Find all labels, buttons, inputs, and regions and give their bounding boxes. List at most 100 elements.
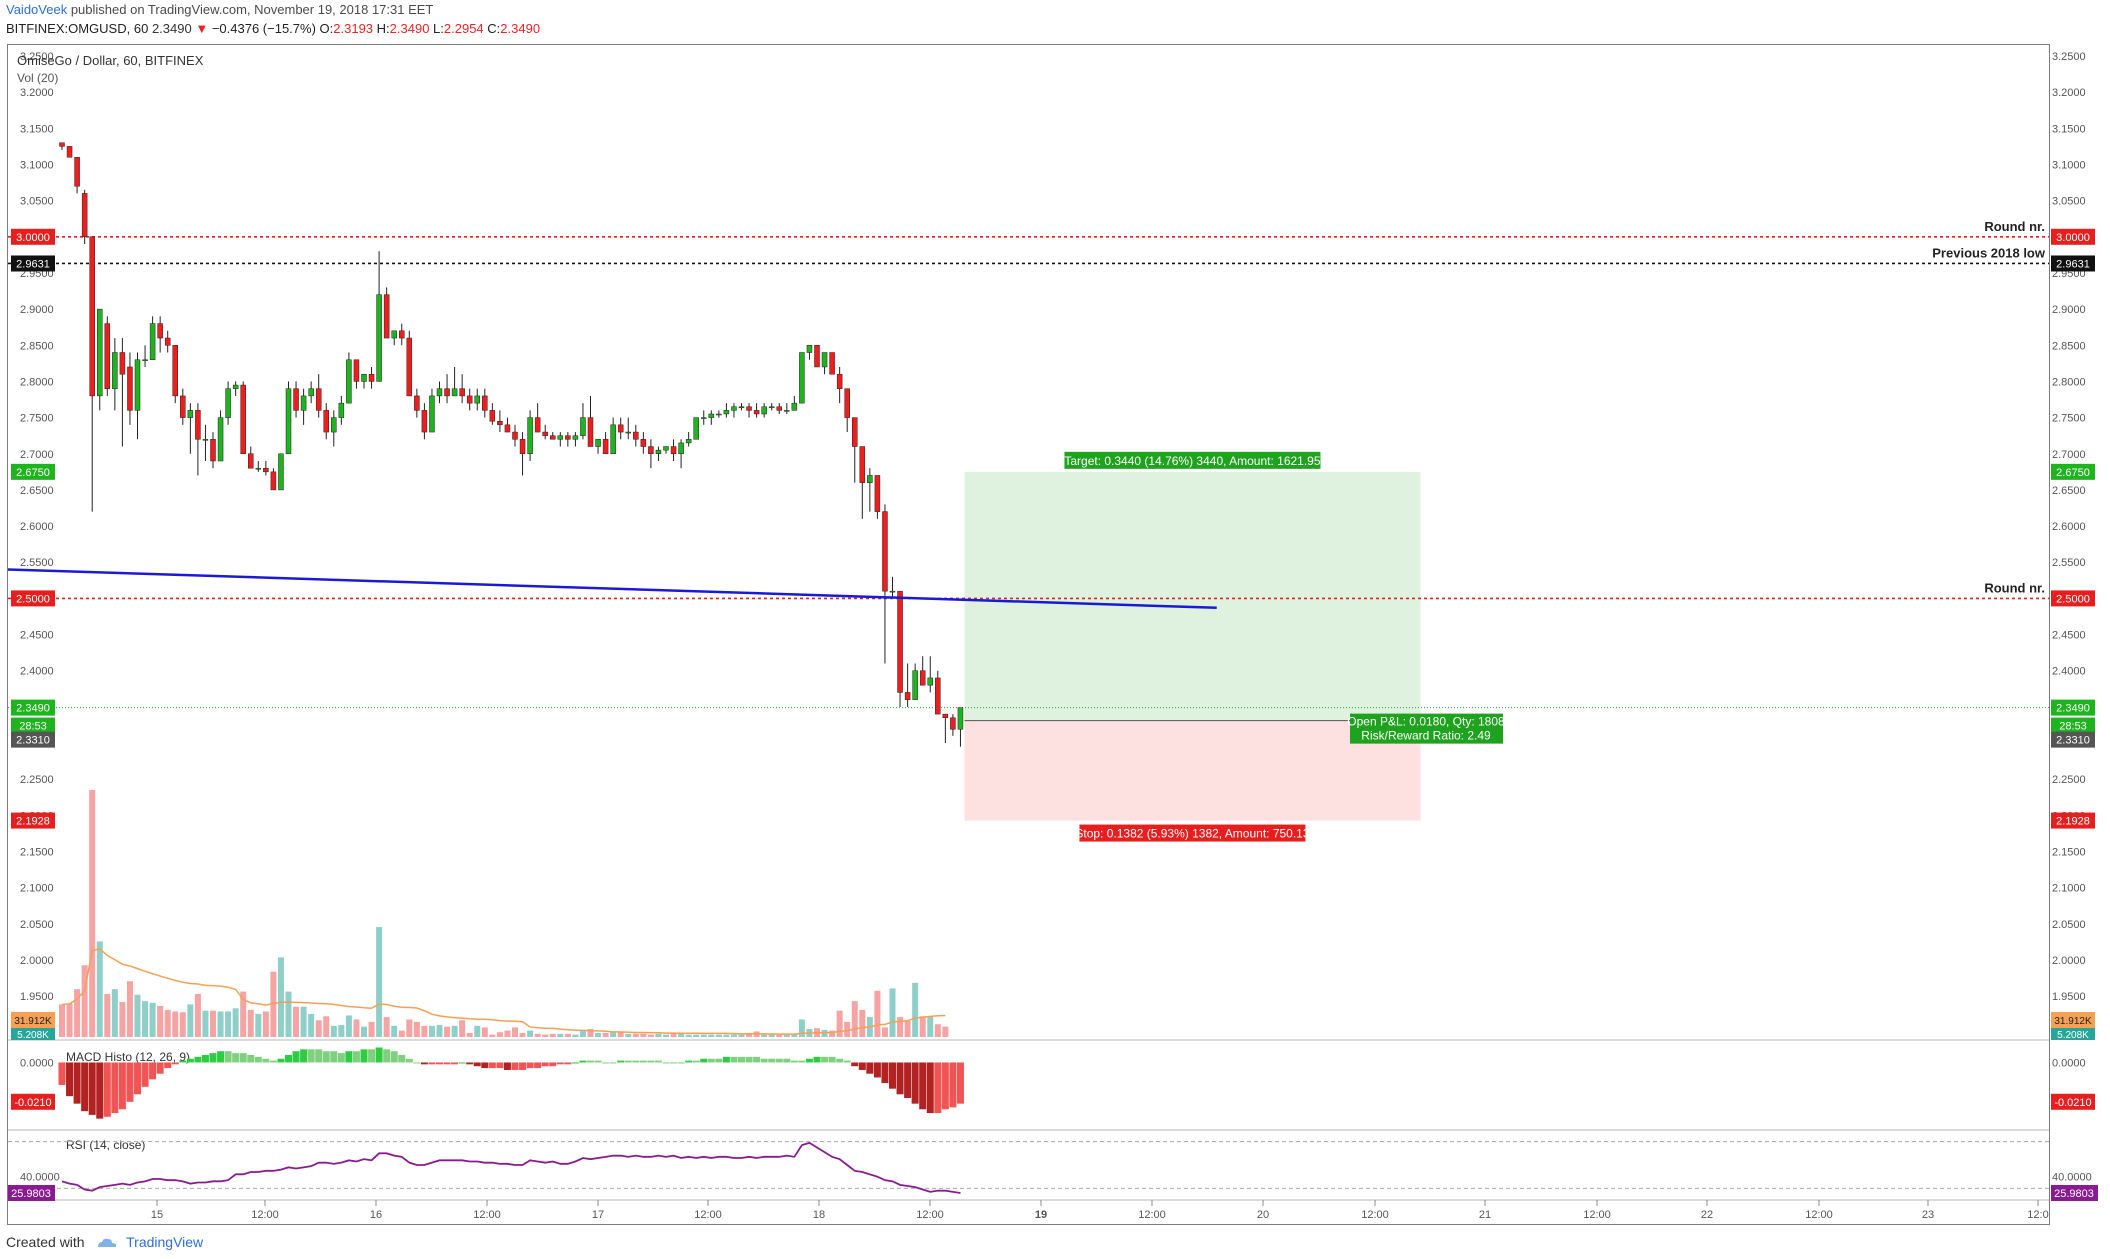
volume-bar [376,927,383,1037]
candle-body [368,373,375,382]
axis-badge [2051,717,2095,734]
candle-body [315,388,322,411]
price-tick-right: 1.9500 [2052,991,2086,1003]
volume-bar [761,1034,768,1037]
candle-body [119,352,126,375]
axis-badge [8,1185,55,1202]
time-tick-label: 12:0 [2027,1209,2048,1221]
macd-histogram-bar [911,1062,919,1104]
axis-badge-text: 2.3310 [16,735,50,747]
tradingview-brand[interactable]: TradingView [126,1234,204,1250]
macd-histogram-bar [768,1058,776,1063]
macd-histogram-bar [662,1062,670,1064]
axis-badge [2051,590,2095,607]
candle-body [519,439,526,455]
time-tick-label: 12:00 [1805,1209,1833,1221]
macd-histogram-bar [609,1062,617,1064]
macd-histogram-bar [88,1062,96,1115]
macd-histogram-bar [398,1054,406,1063]
stop-label-box [1079,824,1306,842]
macd-histogram-bar [805,1058,813,1063]
axis-badge-text: 25.9803 [11,1188,51,1200]
volume-bar [821,1029,828,1037]
volume-bar [715,1034,722,1037]
candle-body [912,670,918,700]
volume-bar [270,971,277,1037]
candle-body [844,388,850,418]
volume-bar [164,1009,171,1037]
price-tick-left: 2.2500 [20,774,54,786]
time-tick-label: 16 [370,1209,382,1221]
volume-bar [323,1016,330,1037]
volume-bar [338,1025,345,1037]
volume-bar [255,1013,262,1037]
macd-histogram-bar [164,1062,172,1069]
candle-body [74,156,80,187]
macd-histogram-bar [873,1062,881,1078]
price-tick-left: 2.8000 [20,376,54,388]
macd-histogram-bar [775,1058,783,1063]
rsi-title: RSI (14, close) [66,1138,145,1152]
volume-bar [564,1033,571,1037]
volume-bar [579,1030,586,1037]
axis-badge-text: -0.0210 [2054,1097,2091,1109]
axis-badge [2051,1028,2095,1040]
macd-histogram-bar [149,1062,157,1080]
risk-reward-label: Risk/Reward Ratio: 2.49 [1361,729,1491,743]
time-tick-label: 12:00 [1583,1209,1611,1221]
macd-histogram-bar [488,1062,496,1069]
axis-badge-text: 5.208K [2057,1030,2089,1041]
candle-body [474,395,480,404]
volume-bar [210,1010,216,1037]
candle-body [814,345,820,368]
price-tick-right: 3.2000 [2052,87,2086,99]
volume-bar [678,1033,685,1037]
macd-histogram-bar [571,1062,579,1064]
volume-indicator-label: Vol (20) [17,71,58,85]
candle-body [542,431,548,436]
candle-body [164,337,171,346]
macd-histogram-bar [103,1062,111,1117]
price-tick-left: 2.6000 [20,521,54,533]
macd-histogram-bar [126,1062,134,1102]
volume-bar [383,1017,390,1037]
volume-bar [881,1027,888,1037]
macd-histogram-bar [730,1056,738,1063]
macd-histogram-bar [715,1058,723,1063]
macd-histogram-bar [224,1051,232,1063]
macd-histogram-bar [232,1053,240,1063]
price-tick-right: 2.0500 [2052,919,2086,931]
volume-bar [66,1003,73,1037]
volume-bar [625,1033,632,1037]
macd-histogram-bar [201,1054,209,1063]
volume-bar [942,1026,949,1037]
price-tick-left: 2.4000 [20,666,54,678]
candle-body [232,384,239,389]
volume-bar [89,790,96,1037]
candle-body [112,352,118,389]
axis-badge-text: 2.5000 [16,593,50,605]
macd-histogram-bar [458,1062,466,1064]
volume-bar [534,1033,541,1037]
volume-bar [798,1019,805,1037]
macd-histogram-bar [707,1058,715,1063]
last-price: 2.3490 [151,21,192,36]
macd-histogram-bar [481,1062,489,1069]
macd-histogram-bar [617,1060,625,1063]
volume-bar [157,1005,164,1037]
volume-bar [466,1033,473,1037]
macd-histogram-bar [352,1051,360,1063]
candle-body [882,511,888,592]
volume-bar [617,1032,624,1037]
macd-histogram-bar [624,1060,632,1063]
macd-histogram-bar [934,1062,942,1114]
volume-bar [225,1011,232,1037]
candle-body [557,435,564,440]
time-tick-label: 12:00 [694,1209,722,1221]
macd-histogram-bar [692,1060,700,1063]
candle-body [361,373,367,382]
volume-bar [59,1004,65,1037]
candle-body [293,388,299,411]
author-link[interactable]: VaidoVeek [6,2,68,17]
